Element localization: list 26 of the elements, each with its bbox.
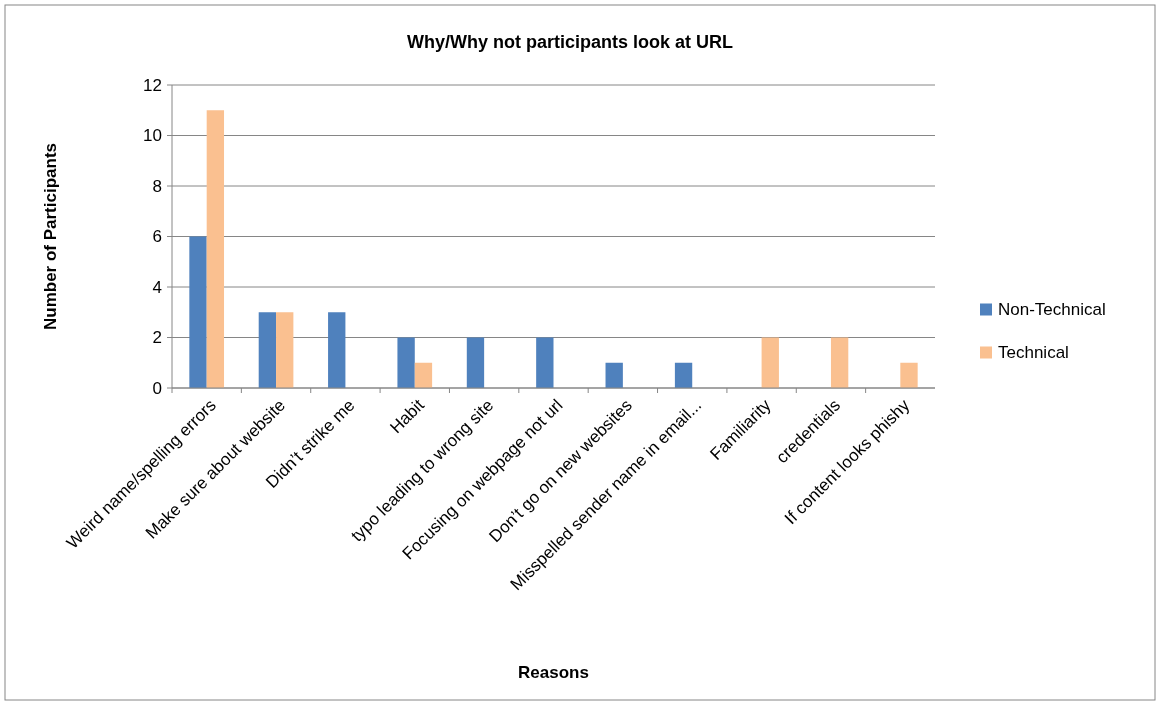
- y-tick-label: 10: [143, 126, 162, 146]
- bar: [605, 362, 623, 388]
- legend-label: Technical: [998, 343, 1069, 363]
- y-tick-label: 6: [152, 227, 162, 247]
- bar: [466, 337, 485, 388]
- x-axis-title: Reasons: [518, 663, 589, 682]
- bar: [674, 362, 693, 388]
- bar: [276, 312, 294, 388]
- bar: [536, 337, 554, 388]
- legend-label: Non-Technical: [998, 300, 1106, 320]
- y-tick-label: 12: [143, 75, 162, 95]
- y-tick-label: 0: [152, 378, 162, 398]
- bar: [328, 312, 346, 388]
- bar: [900, 362, 918, 388]
- bar: [397, 337, 415, 388]
- bar: [414, 362, 433, 388]
- bar: [258, 312, 277, 388]
- bar: [830, 337, 849, 388]
- chart-title: Why/Why not participants look at URL: [406, 32, 734, 52]
- bar: [189, 236, 207, 388]
- bar: [761, 337, 779, 388]
- y-tick-label: 4: [152, 277, 162, 297]
- bar: [206, 110, 225, 388]
- y-tick-label: 8: [152, 176, 162, 196]
- y-tick-label: 2: [152, 328, 162, 348]
- y-axis-title: Number of Participants: [41, 142, 60, 331]
